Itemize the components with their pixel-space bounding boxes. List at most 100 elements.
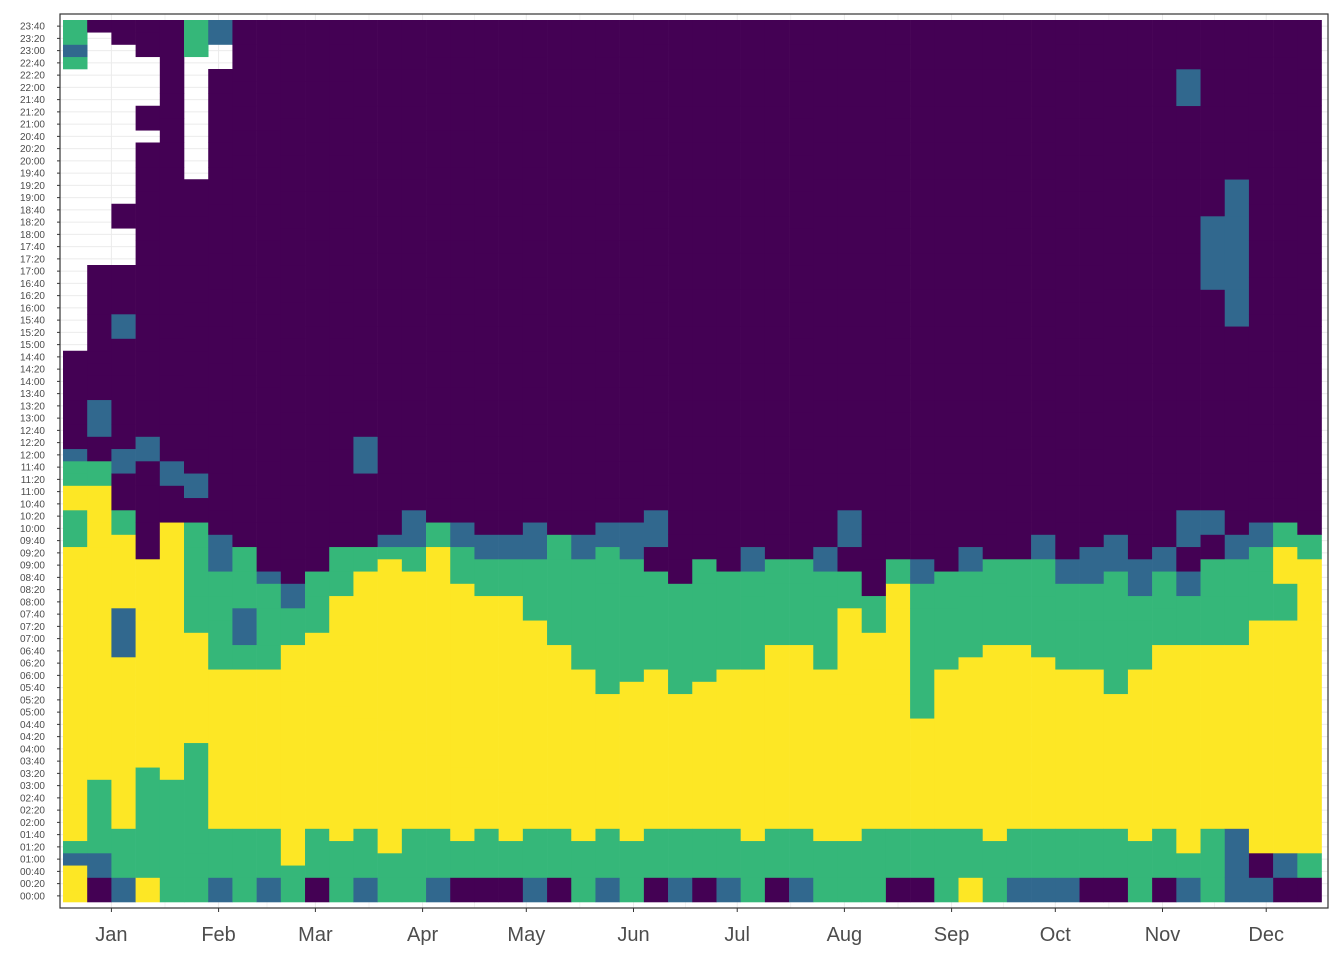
heatmap-cell <box>1127 105 1153 143</box>
heatmap-cell <box>1055 81 1080 119</box>
heatmap-cell <box>159 522 185 780</box>
heatmap-cell <box>837 105 862 143</box>
heatmap-cell <box>208 595 233 621</box>
heatmap-cell <box>764 583 790 646</box>
heatmap-cell <box>885 583 911 609</box>
heatmap-cell <box>789 583 814 646</box>
heatmap-cell <box>426 203 451 241</box>
heatmap-cell <box>643 485 669 511</box>
heatmap-cell <box>764 399 790 437</box>
heatmap-cell <box>885 448 911 486</box>
heatmap-cell <box>1079 338 1105 376</box>
heatmap-cell <box>1031 473 1056 511</box>
heatmap-cell <box>668 216 693 254</box>
heatmap-cell <box>450 387 475 425</box>
heatmap-cell <box>353 877 378 903</box>
heatmap-cell <box>1297 20 1322 70</box>
heatmap-cell <box>1248 56 1274 94</box>
heatmap-cell <box>643 228 669 266</box>
heatmap-cell <box>571 363 596 401</box>
heatmap-cell <box>256 583 282 609</box>
heatmap-cell <box>547 510 572 535</box>
heatmap-cell <box>813 436 838 474</box>
heatmap-cell <box>232 130 257 156</box>
heatmap-cell <box>982 142 1008 180</box>
heatmap-cell <box>1127 326 1153 364</box>
heatmap-cell <box>87 314 112 352</box>
heatmap-cell <box>1055 265 1080 303</box>
heatmap-cell <box>1176 105 1201 143</box>
heatmap-cell <box>740 363 766 401</box>
y-tick-label: 06:40 <box>20 646 45 657</box>
heatmap-cell <box>837 840 862 878</box>
heatmap-cell <box>692 681 717 829</box>
heatmap-cell <box>547 877 572 903</box>
heatmap-cell <box>498 252 524 290</box>
heatmap-cell <box>861 436 887 474</box>
heatmap-cell <box>474 69 499 107</box>
heatmap-cell <box>740 289 766 327</box>
heatmap-cell <box>692 473 717 511</box>
heatmap-cell <box>135 877 161 903</box>
heatmap-cell <box>1200 105 1226 143</box>
heatmap-cell <box>522 522 548 560</box>
heatmap-cell <box>305 191 330 241</box>
heatmap-cell <box>329 118 354 156</box>
heatmap-cell <box>934 608 959 670</box>
heatmap-cell <box>910 252 935 290</box>
heatmap-cell <box>547 326 572 364</box>
heatmap-cell <box>329 522 354 548</box>
heatmap-cell <box>837 363 862 401</box>
heatmap-cell <box>716 252 741 290</box>
x-tick-label: Jun <box>617 924 649 946</box>
heatmap-cell <box>522 277 548 315</box>
heatmap-cell <box>716 142 741 180</box>
heatmap-cell <box>1297 105 1322 143</box>
y-tick-label: 03:40 <box>20 757 45 768</box>
x-axis: Jan Feb Mar Apr May Jun Jul Aug Sep Oct Nov Dec <box>95 908 1284 946</box>
heatmap-cell <box>789 522 814 560</box>
heatmap-cell <box>1248 93 1274 131</box>
heatmap-cell <box>377 216 403 254</box>
heatmap-cell <box>595 314 620 352</box>
heatmap-cell <box>910 718 935 829</box>
heatmap-cell <box>1176 179 1201 217</box>
heatmap-cell <box>1055 877 1080 903</box>
heatmap-cell <box>716 510 741 548</box>
heatmap-cell <box>377 473 403 511</box>
heatmap-cell <box>353 326 378 364</box>
heatmap-cell <box>982 363 1008 401</box>
heatmap-cell <box>643 571 669 670</box>
heatmap-cell <box>958 289 983 327</box>
heatmap-cell <box>256 877 282 903</box>
y-tick-label: 22:20 <box>20 71 45 82</box>
heatmap-cell <box>1176 571 1201 597</box>
heatmap-cell <box>571 559 596 670</box>
heatmap-cell <box>401 828 427 878</box>
heatmap-cell <box>426 240 451 278</box>
heatmap-cell <box>111 510 136 535</box>
heatmap-cell <box>498 216 524 254</box>
heatmap-cell <box>668 583 693 695</box>
heatmap-cell <box>789 338 814 376</box>
heatmap-cell <box>668 289 693 327</box>
heatmap-cell <box>1079 485 1105 523</box>
y-tick-label: 06:20 <box>20 659 45 670</box>
heatmap-cell <box>740 252 766 290</box>
heatmap-cell <box>1297 559 1322 584</box>
heatmap-cell <box>958 252 983 290</box>
heatmap-cell <box>401 510 427 548</box>
heatmap-cell <box>329 191 354 229</box>
heatmap-cell <box>208 142 233 168</box>
heatmap-cell <box>401 326 427 364</box>
heatmap-cell <box>789 828 814 878</box>
heatmap-cell <box>87 853 112 878</box>
heatmap-cell <box>740 546 766 572</box>
heatmap-cell <box>1297 142 1322 180</box>
heatmap-cell <box>474 595 499 780</box>
heatmap-cell <box>861 142 887 180</box>
heatmap-cell <box>885 608 911 695</box>
heatmap-cell <box>619 203 645 241</box>
heatmap-cell <box>208 69 233 94</box>
heatmap-cell <box>305 289 330 327</box>
